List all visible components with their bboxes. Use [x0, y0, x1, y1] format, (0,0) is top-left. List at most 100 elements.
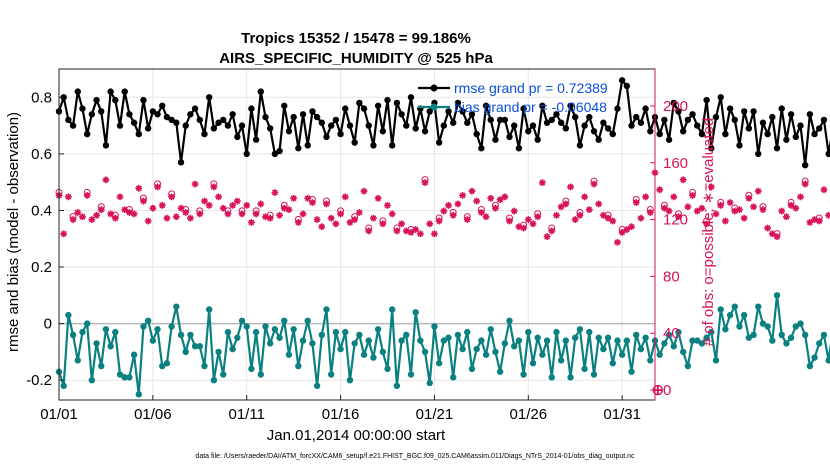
- obs-evaluated-point-110: [571, 216, 579, 223]
- obs-star-d2-124: [637, 215, 644, 222]
- rmse-point-135: [689, 111, 696, 118]
- bias-point-50: [290, 326, 297, 333]
- bias-point-94: [496, 368, 504, 375]
- obs-star-d2-149: [755, 188, 762, 195]
- bias-point-132: [675, 328, 682, 336]
- bias-point-79: [426, 379, 433, 387]
- obs-star-d2-161: [811, 216, 818, 223]
- obs-star-d2-96: [506, 218, 513, 224]
- bias-point-14: [121, 374, 128, 381]
- bias-point-56: [318, 331, 326, 339]
- obs-star-d2-47: [276, 212, 283, 219]
- rmse-point-54: [309, 108, 316, 115]
- obs-evaluated-point-122: [628, 223, 635, 231]
- obs-evaluated-point-102: [534, 213, 542, 221]
- obs-evaluated-point-31: [201, 197, 208, 205]
- obs-star-d2-80: [431, 230, 438, 237]
- bias-point-160: [806, 362, 814, 370]
- rmse-point-124: [637, 119, 645, 126]
- obs-evaluated-point-42: [252, 210, 260, 218]
- obs-star-d2-5: [79, 213, 86, 220]
- rmse-point-31: [201, 130, 208, 138]
- bias-point-29: [191, 343, 199, 350]
- bias-point-131: [670, 343, 677, 350]
- rmse-point-2: [65, 116, 72, 124]
- bias-point-12: [112, 328, 119, 336]
- bias-point-21: [154, 326, 161, 333]
- obs-evaluated-point-65: [360, 187, 368, 195]
- obs-star-d2-52: [300, 210, 306, 217]
- y-left-tick-label-1: 0: [44, 316, 52, 333]
- rmse-point-108: [562, 125, 570, 132]
- rmse-point-43: [257, 88, 264, 95]
- y-axis-left-label: rmse and bias (model - observation): [5, 112, 22, 352]
- bias-point-91: [482, 351, 490, 358]
- bias-point-113: [586, 328, 593, 336]
- obs-star-d2-106: [553, 212, 560, 219]
- bias-point-72: [393, 382, 401, 390]
- rmse-point-55: [313, 113, 321, 121]
- obs-evaluated-point-49: [285, 206, 293, 214]
- bias-point-60: [337, 345, 344, 353]
- obs-count-markers: [55, 169, 830, 396]
- obs-star-d2-109: [567, 183, 574, 190]
- bias-series: [55, 292, 830, 398]
- obs-star-d2-48: [281, 205, 288, 212]
- obs-evaluated-point-54: [309, 199, 316, 206]
- bias-point-134: [684, 362, 692, 370]
- bias-point-17: [135, 391, 142, 398]
- rmse-point-58: [327, 122, 335, 129]
- bias-point-143: [726, 311, 734, 319]
- y-axis-right-label: # of obs: o=possible; ∗=evaluated: [700, 118, 717, 347]
- bias-point-129: [661, 340, 668, 347]
- obs-evaluated-point-95: [501, 193, 509, 201]
- legend-rmse-marker: [430, 84, 438, 92]
- rmse-point-86: [459, 108, 466, 115]
- rmse-point-148: [750, 108, 757, 115]
- rmse-point-104: [543, 119, 551, 126]
- obs-star-d2-151: [764, 225, 771, 232]
- obs-star-d2-157: [792, 205, 799, 212]
- rmse-point-73: [398, 111, 405, 118]
- obs-evaluated-point-61: [341, 193, 349, 201]
- rmse-point-13: [116, 122, 124, 129]
- obs-star-d2-116: [600, 212, 607, 219]
- bias-point-118: [609, 360, 616, 367]
- obs-star-d2-104: [544, 233, 551, 240]
- bias-point-150: [759, 320, 767, 327]
- bias-point-137: [698, 340, 706, 347]
- bias-point-55: [313, 382, 321, 390]
- obs-star-d2-70: [384, 202, 391, 209]
- x-tick-label-5: 01/26: [510, 406, 548, 423]
- obs-star-d2-58: [328, 215, 335, 222]
- obs-evaluated-point-162: [815, 217, 823, 225]
- obs-evaluated-point-76: [412, 226, 420, 233]
- bias-point-13: [116, 371, 124, 378]
- bias-point-108: [562, 337, 570, 344]
- obs-star-d2-19: [145, 218, 152, 224]
- obs-evaluated-point-128: [656, 186, 664, 194]
- bias-point-142: [722, 326, 729, 333]
- y-right-tick-label-4: 160: [663, 155, 688, 172]
- rmse-point-14: [121, 88, 128, 95]
- rmse-point-88: [468, 111, 476, 118]
- bias-point-98: [515, 337, 523, 344]
- obs-star-d2-44: [262, 213, 269, 220]
- bias-point-69: [379, 348, 387, 356]
- rmse-point-111: [576, 142, 584, 149]
- obs-evaluated-point-19: [144, 217, 152, 225]
- bias-point-64: [356, 331, 363, 339]
- bias-point-154: [778, 331, 785, 339]
- bias-point-7: [88, 376, 96, 384]
- obs-star-d2-145: [736, 206, 743, 213]
- rmse-point-115: [595, 136, 602, 143]
- bias-point-37: [229, 345, 236, 353]
- obs-evaluated-point-12: [111, 214, 119, 222]
- obs-star-d2-128: [656, 186, 663, 193]
- rmse-point-45: [266, 125, 274, 132]
- obs-evaluated-point-77: [416, 230, 424, 238]
- rmse-point-49: [285, 128, 293, 135]
- obs-evaluated-point-88: [468, 187, 476, 195]
- bias-point-162: [816, 340, 823, 347]
